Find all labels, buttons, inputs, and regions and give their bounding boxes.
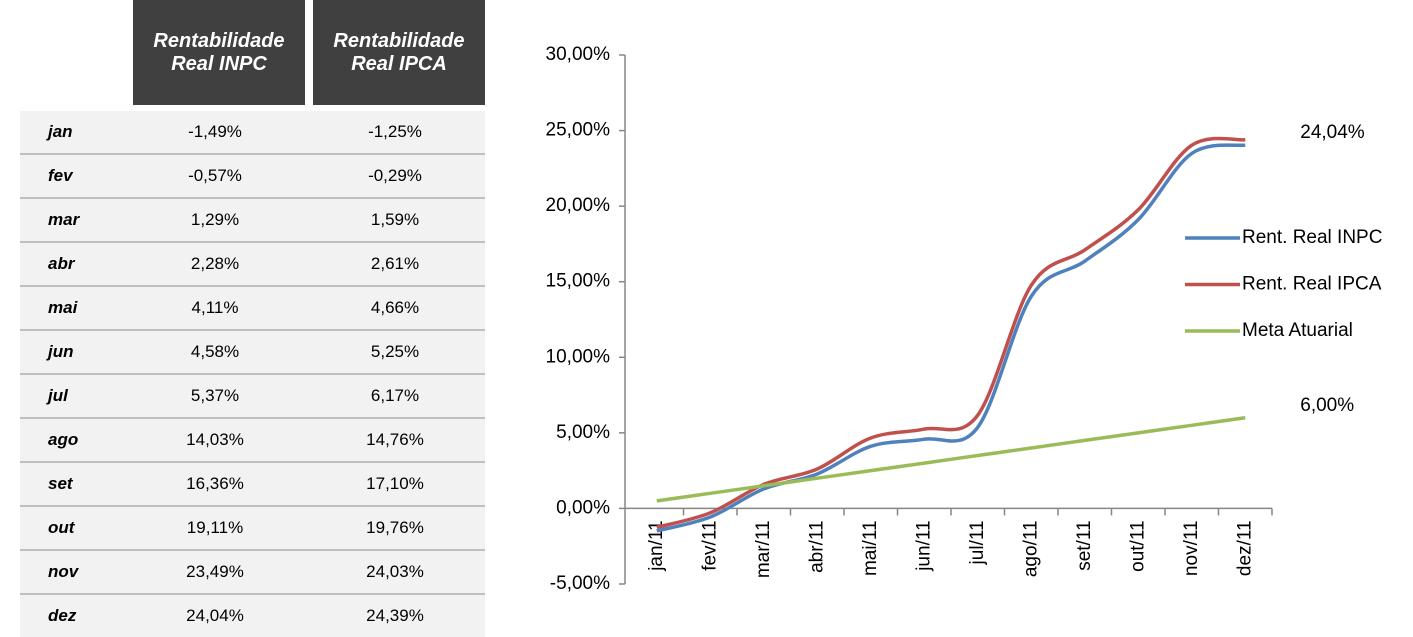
cell: 4,66% [305,285,485,329]
cell: 19,11% [125,505,305,549]
table-row: jul 5,37% 6,17% [20,373,485,417]
table-row: out 19,11% 19,76% [20,505,485,549]
column-header: Rentabilidade Real INPC [125,0,305,105]
x-tick-label: jun/11 [913,520,934,571]
cell: -1,25% [305,105,485,153]
table-row: set 16,36% 17,10% [20,461,485,505]
cell: 23,49% [125,549,305,593]
row-label: jan [20,105,125,153]
row-label: mar [20,197,125,241]
row-label: fev [20,153,125,197]
cell: 17,10% [305,461,485,505]
row-label: jul [20,373,125,417]
x-tick-label: jan/11 [646,520,667,571]
cell: 24,03% [305,549,485,593]
header-row: Rentabilidade Real INPC Rentabilidade Re… [20,0,485,105]
table-row: mar 1,29% 1,59% [20,197,485,241]
x-tick-label: nov/11 [1181,520,1202,576]
x-tick-label: mar/11 [753,520,774,578]
cell: 1,29% [125,197,305,241]
page: Rentabilidade Real INPC Rentabilidade Re… [20,0,1383,637]
data-table: Rentabilidade Real INPC Rentabilidade Re… [20,0,485,637]
cell: 5,25% [305,329,485,373]
blank-header [20,0,125,105]
cell: 14,03% [125,417,305,461]
y-tick-label: -5,00% [550,573,610,594]
table-row: jun 4,58% 5,25% [20,329,485,373]
row-label: ago [20,417,125,461]
table-row: mai 4,11% 4,66% [20,285,485,329]
y-tick-label: 5,00% [556,422,610,443]
cell: -0,57% [125,153,305,197]
row-label: nov [20,549,125,593]
cell: 2,28% [125,241,305,285]
cell: 4,11% [125,285,305,329]
series-line [656,416,1246,503]
cell: 2,61% [305,241,485,285]
row-label: set [20,461,125,505]
cell: 14,76% [305,417,485,461]
row-label: out [20,505,125,549]
y-tick-label: 25,00% [546,120,611,141]
cell: 19,76% [305,505,485,549]
row-label: abr [20,241,125,285]
data-label: 6,00% [1300,395,1354,416]
column-header: Rentabilidade Real IPCA [305,0,485,105]
cell: -1,49% [125,105,305,153]
x-tick-label: set/11 [1074,520,1095,570]
x-tick-label: fev/11 [699,520,720,570]
x-tick-label: jul/11 [967,520,988,565]
row-label: jun [20,329,125,373]
table-row: jan -1,49% -1,25% [20,105,485,153]
x-tick-label: mai/11 [860,520,881,576]
y-tick-label: 10,00% [546,346,611,367]
cell: 6,17% [305,373,485,417]
x-tick-label: out/11 [1127,520,1148,571]
cell: 4,58% [125,329,305,373]
chart: -5,00% 0,00% 5,00% 10,00% 15,00% 20,00% 25,00%… [546,44,1383,594]
series-line [656,143,1246,533]
table-row: ago 14,03% 14,76% [20,417,485,461]
cell: 5,37% [125,373,305,417]
x-tick-label: dez/11 [1234,520,1255,576]
legend-label: Rent. Real INPC [1242,227,1382,248]
table-row: fev -0,57% -0,29% [20,153,485,197]
y-tick-label: 20,00% [546,195,611,216]
legend-label: Meta Atuarial [1242,320,1353,341]
table-row: nov 23,49% 24,03% [20,549,485,593]
table-row: abr 2,28% 2,61% [20,241,485,285]
cell: 1,59% [305,197,485,241]
legend-label: Rent. Real IPCA [1242,274,1382,295]
y-tick-label: 0,00% [556,497,610,518]
row-label: mai [20,285,125,329]
cell: 16,36% [125,461,305,505]
y-tick-label: 30,00% [546,44,611,65]
x-tick-label: abr/11 [806,520,827,572]
cell: -0,29% [305,153,485,197]
y-tick-label: 15,00% [546,271,611,292]
table-body: jan -1,49% -1,25% fev -0,57% -0,29% mar 1,29% 1,… [20,105,485,637]
data-label: 24,04% [1300,122,1365,143]
x-tick-label: ago/11 [1020,520,1041,577]
